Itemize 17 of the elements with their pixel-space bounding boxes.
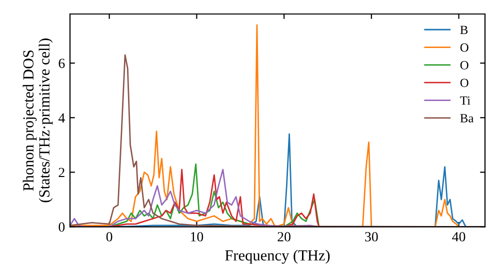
legend-label: O	[460, 43, 468, 52]
x-tick-label: 30	[365, 232, 378, 242]
legend-label: O	[460, 61, 468, 70]
x-axis-title: Frequency (THz)	[225, 250, 330, 264]
legend-label: Ti	[460, 96, 470, 105]
x-tick-label: 10	[190, 232, 204, 242]
legend-label: B	[460, 26, 468, 34]
x-tick-label: 40	[452, 232, 466, 242]
legend-label: O	[460, 78, 468, 88]
y-tick-label: 2	[58, 168, 64, 178]
x-tick-label: 20	[278, 232, 290, 242]
legend-label: Ba	[460, 114, 474, 122]
y-tick-label: 6	[58, 58, 65, 68]
y-tick-label: 4	[58, 113, 65, 122]
y-tick-label: 0	[58, 222, 65, 232]
x-tick-label: 0	[106, 232, 112, 242]
y-axis-title: Phonon projected DOS (States/THz·primitive cell)	[22, 38, 53, 202]
